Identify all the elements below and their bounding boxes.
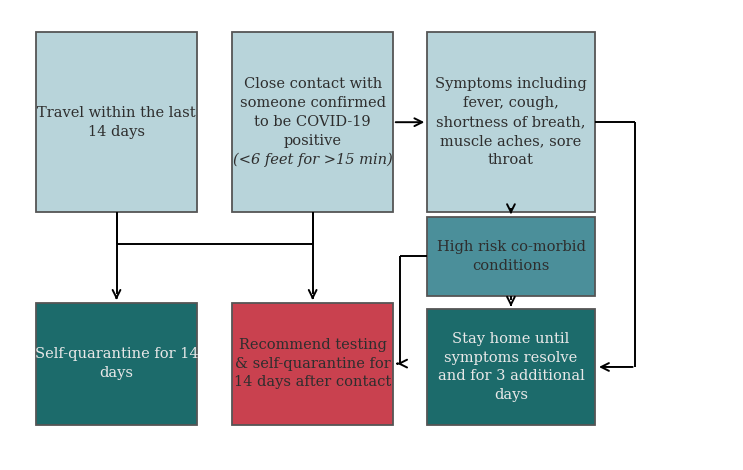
Text: Travel within the last: Travel within the last [37, 106, 196, 120]
FancyBboxPatch shape [427, 217, 594, 296]
Text: days: days [494, 388, 528, 402]
Text: shortness of breath,: shortness of breath, [436, 115, 585, 129]
FancyBboxPatch shape [36, 303, 197, 424]
Text: symptoms resolve: symptoms resolve [444, 351, 577, 365]
Text: Symptoms including: Symptoms including [435, 78, 587, 91]
Text: Close contact with: Close contact with [244, 78, 382, 91]
Text: and for 3 additional: and for 3 additional [438, 369, 584, 384]
Text: muscle aches, sore: muscle aches, sore [441, 134, 582, 148]
Text: to be COVID-19: to be COVID-19 [254, 115, 371, 129]
Text: Recommend testing: Recommend testing [239, 337, 386, 352]
Text: someone confirmed: someone confirmed [240, 96, 386, 110]
Text: days: days [100, 366, 134, 380]
FancyBboxPatch shape [233, 303, 393, 424]
Text: fever, cough,: fever, cough, [463, 96, 559, 110]
Text: throat: throat [488, 153, 534, 167]
Text: 14 days after contact: 14 days after contact [234, 376, 392, 390]
FancyBboxPatch shape [427, 309, 594, 424]
Text: (<6 feet for >15 min): (<6 feet for >15 min) [233, 153, 392, 167]
Text: conditions: conditions [473, 259, 550, 273]
Text: Stay home until: Stay home until [452, 332, 570, 345]
FancyBboxPatch shape [233, 32, 393, 212]
Text: positive: positive [284, 134, 342, 148]
FancyBboxPatch shape [36, 32, 197, 212]
Text: 14 days: 14 days [88, 125, 145, 139]
Text: & self-quarantine for: & self-quarantine for [235, 357, 391, 370]
Text: Self-quarantine for 14: Self-quarantine for 14 [35, 347, 198, 361]
Text: High risk co-morbid: High risk co-morbid [436, 240, 585, 254]
FancyBboxPatch shape [427, 32, 594, 212]
